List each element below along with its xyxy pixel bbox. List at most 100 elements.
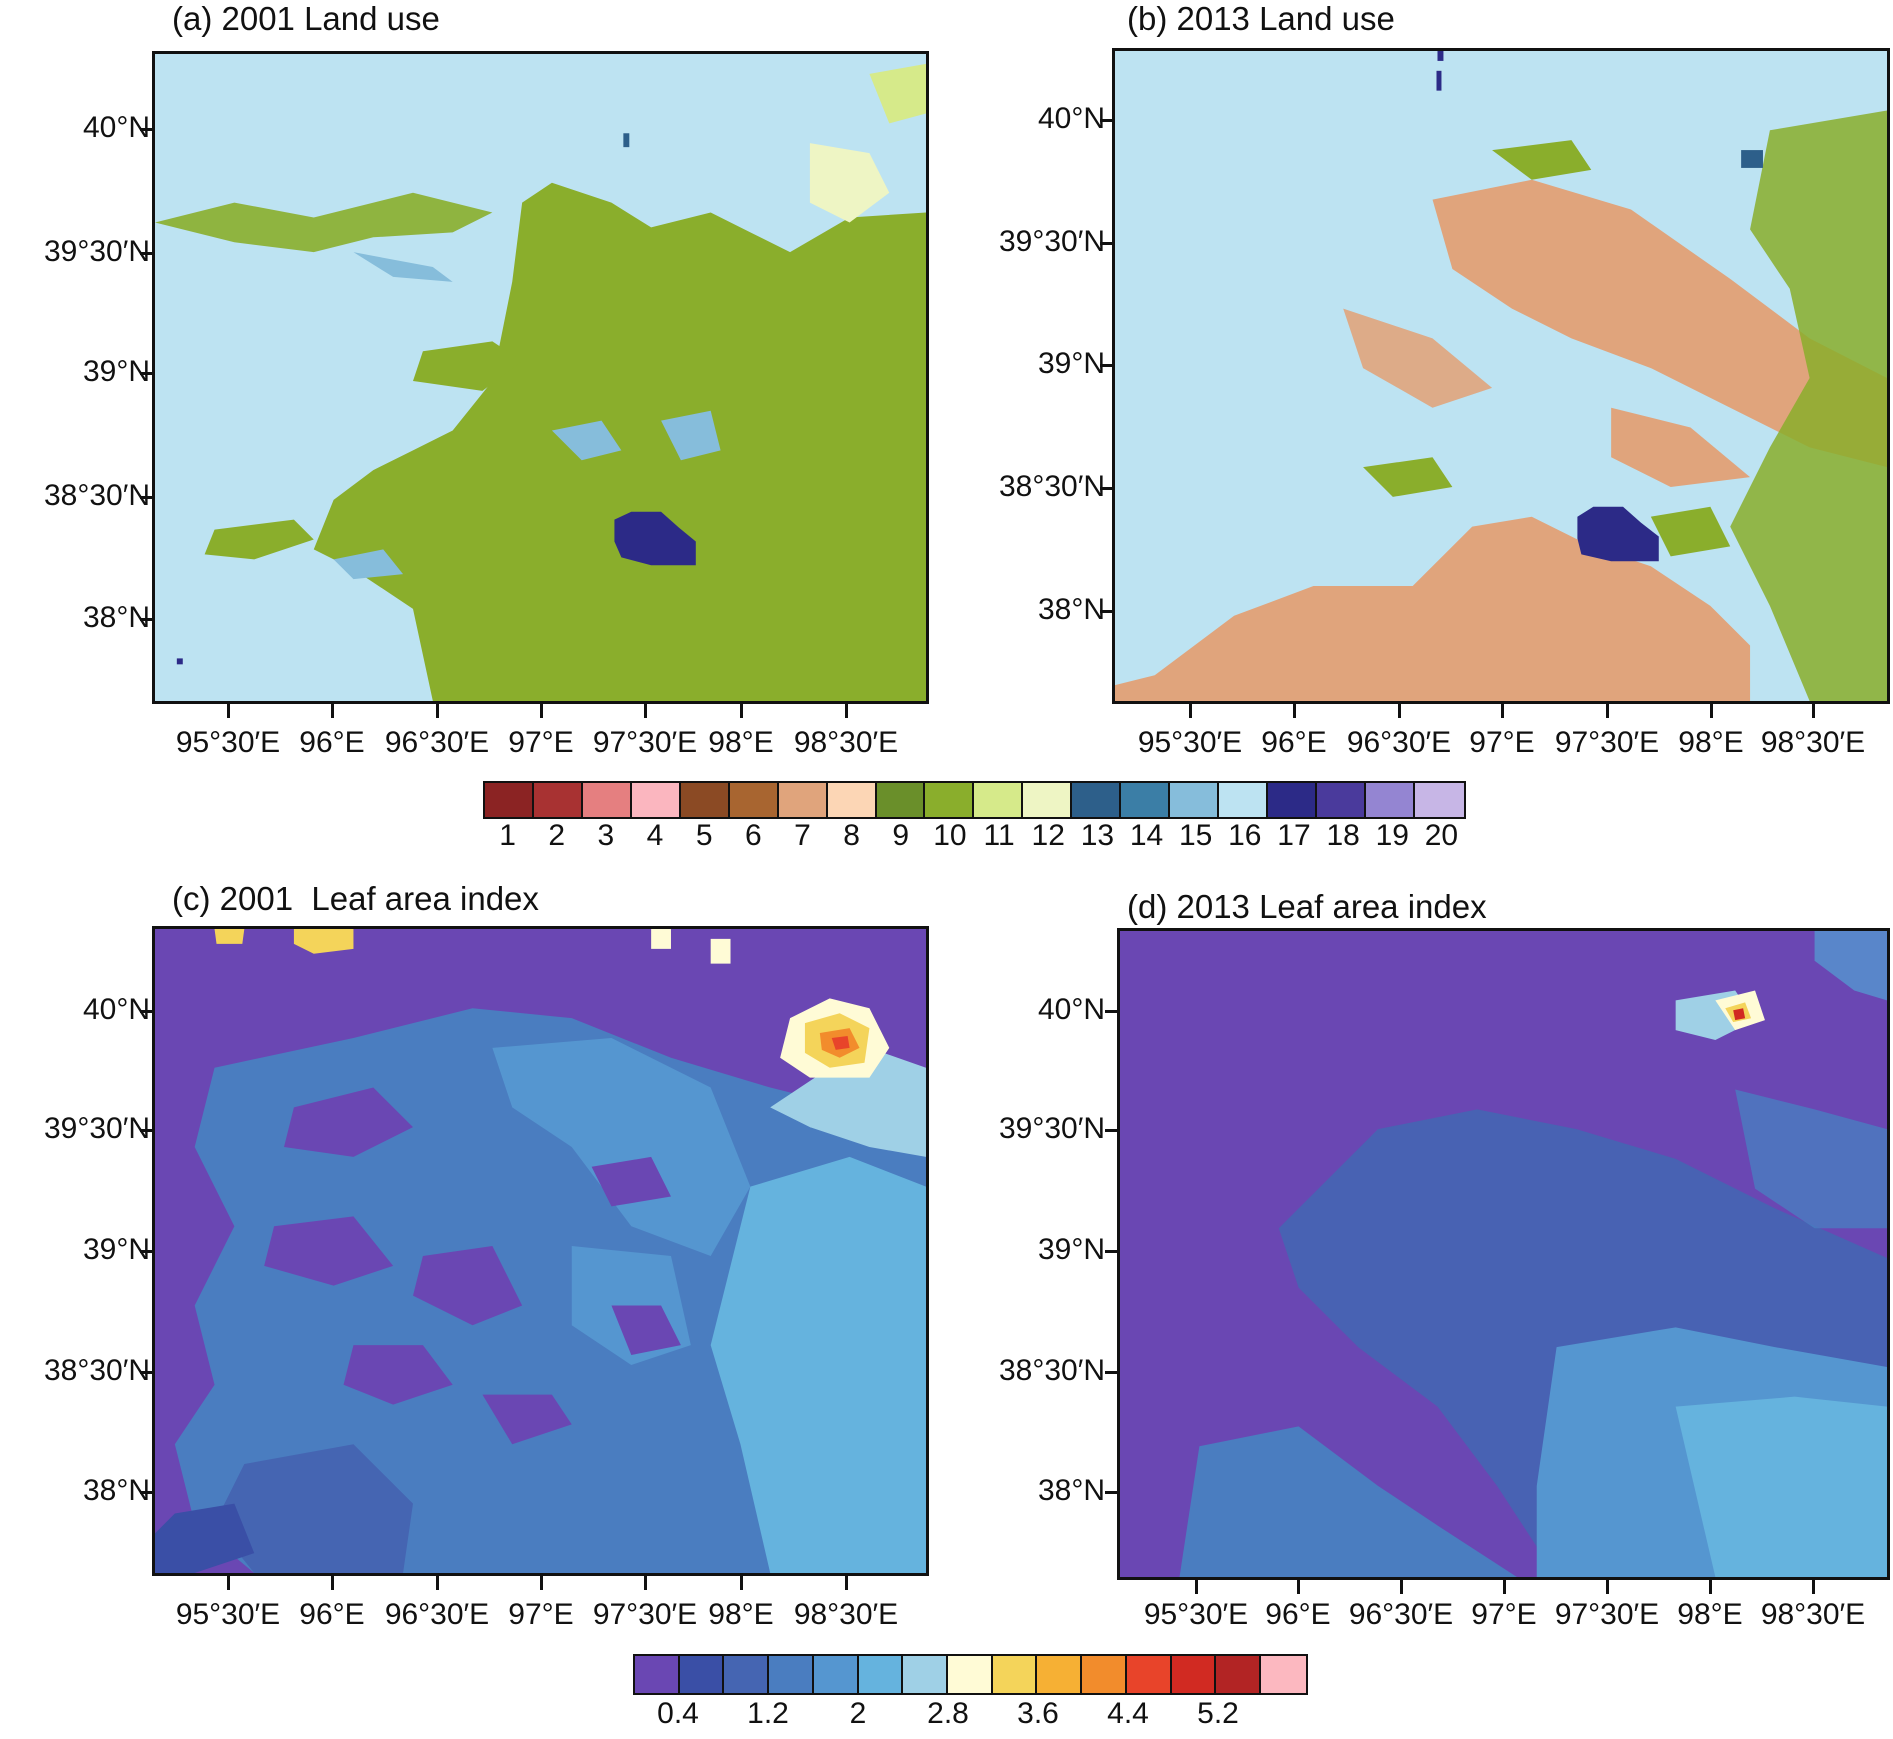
land-use-swatch-6 <box>729 783 779 817</box>
lai-swatch-5 <box>813 1656 859 1693</box>
tick <box>1105 1250 1119 1253</box>
lat-label-a-40: 40°N <box>82 111 150 144</box>
lai-swatch-11 <box>1082 1656 1127 1693</box>
land-use-colorbar-label: 19 <box>1375 819 1409 852</box>
lai-colorbar-label: 0.4 <box>657 1697 699 1730</box>
land-use-colorbar-label: 2 <box>548 819 566 852</box>
tick <box>1100 610 1114 613</box>
lon-label-b-97: 97°E <box>1469 726 1535 759</box>
tick <box>1606 704 1609 718</box>
land-use-colorbar-label: 3 <box>597 819 615 852</box>
tick <box>1100 242 1114 245</box>
land-use-colorbar-label: 15 <box>1178 819 1213 852</box>
tick <box>845 704 848 718</box>
lon-label-c-97: 97°E <box>508 1598 574 1631</box>
lon-label-a-97-30: 97°30′E <box>592 726 698 759</box>
lon-label-d-95-30: 95°30′E <box>1143 1598 1249 1631</box>
lon-label-b-97-30: 97°30′E <box>1554 726 1660 759</box>
lat-label-b-38: 38°N <box>1037 593 1105 626</box>
map-a-2001-land-use <box>152 51 929 704</box>
panel-d-title: (d) 2013 Leaf area index <box>1127 888 1487 925</box>
lai-swatch-9 <box>992 1656 1038 1693</box>
land-use-swatch-17 <box>1268 783 1317 817</box>
lai-swatch-8 <box>948 1656 993 1693</box>
tick <box>1195 1580 1198 1594</box>
lon-label-b-98-30: 98°30′E <box>1760 726 1866 759</box>
land-use-swatch-5 <box>680 783 730 817</box>
land-use-colorbar-label: 5 <box>695 819 713 852</box>
tick <box>140 496 154 499</box>
lai-swatch-10 <box>1037 1656 1083 1693</box>
lat-label-d-40: 40°N <box>1037 993 1105 1026</box>
lai-swatch-14 <box>1216 1656 1262 1693</box>
lat-label-b-39-30: 39°30′N <box>998 225 1105 258</box>
lon-label-b-95-30: 95°30′E <box>1137 726 1243 759</box>
tick <box>1812 704 1815 718</box>
lon-label-d-98-30: 98°30′E <box>1760 1598 1866 1631</box>
tick <box>140 1371 154 1374</box>
tick <box>1812 1580 1815 1594</box>
land-use-colorbar-label: 4 <box>646 819 664 852</box>
tick <box>1400 1580 1403 1594</box>
tick <box>227 704 230 718</box>
lat-label-d-38-30: 38°30′N <box>998 1354 1105 1387</box>
tick <box>1398 704 1401 718</box>
tick <box>1100 364 1114 367</box>
panel-c-title: (c) 2001 Leaf area index <box>172 880 539 917</box>
lai-swatch-1 <box>635 1656 680 1693</box>
tick <box>331 1576 334 1590</box>
lon-label-a-98-30: 98°30′E <box>793 726 899 759</box>
lat-label-c-38-30: 38°30′N <box>43 1354 150 1387</box>
tick <box>140 1250 154 1253</box>
lat-label-d-39: 39°N <box>1037 1233 1105 1266</box>
land-use-colorbar-label: 9 <box>892 819 910 852</box>
lai-colorbar-label: 1.2 <box>747 1697 789 1730</box>
land-use-colorbar-label: 8 <box>843 819 860 852</box>
lat-label-a-39: 39°N <box>82 355 150 388</box>
tick <box>436 704 439 718</box>
land-use-swatch-1 <box>485 783 534 817</box>
tick <box>1710 704 1713 718</box>
land-use-colorbar-label: 16 <box>1228 819 1262 852</box>
lat-label-c-39: 39°N <box>82 1233 150 1266</box>
land-use-swatch-14 <box>1121 783 1171 817</box>
tick <box>227 1576 230 1590</box>
tick <box>540 1576 543 1590</box>
lon-label-c-97-30: 97°30′E <box>592 1598 698 1631</box>
land-use-swatch-11 <box>974 783 1024 817</box>
lai-colorbar-label: 2 <box>849 1697 867 1730</box>
tick <box>1105 1010 1119 1013</box>
tick <box>1100 487 1114 490</box>
lon-label-a-96-30: 96°30′E <box>384 726 490 759</box>
tick <box>1709 1580 1712 1594</box>
lon-label-d-98: 98°E <box>1677 1598 1743 1631</box>
map-d-2013-leaf-area-index <box>1117 928 1890 1580</box>
land-use-swatch-4 <box>631 783 681 817</box>
lai-swatch-7 <box>903 1656 949 1693</box>
lon-label-d-97: 97°E <box>1471 1598 1537 1631</box>
lon-label-d-96-30: 96°30′E <box>1348 1598 1454 1631</box>
land-use-swatch-19 <box>1365 783 1415 817</box>
lon-label-d-97-30: 97°30′E <box>1554 1598 1660 1631</box>
land-use-colorbar-label: 7 <box>794 819 811 852</box>
land-use-colorbar-label: 20 <box>1424 819 1459 852</box>
leaf-area-index-colorbar <box>633 1654 1308 1695</box>
land-use-swatch-8 <box>827 783 877 817</box>
tick <box>1293 704 1296 718</box>
lat-label-b-39: 39°N <box>1037 347 1105 380</box>
tick <box>140 1129 154 1132</box>
panel-a-title: (a) 2001 Land use <box>172 0 440 37</box>
land-use-swatch-9 <box>876 783 926 817</box>
tick <box>1105 1371 1119 1374</box>
tick <box>140 1491 154 1494</box>
lai-swatch-6 <box>858 1656 904 1693</box>
tick <box>1100 119 1114 122</box>
lon-label-a-98: 98°E <box>708 726 774 759</box>
lon-label-c-96-30: 96°30′E <box>384 1598 490 1631</box>
lon-label-d-96: 96°E <box>1265 1598 1331 1631</box>
tick <box>1606 1580 1609 1594</box>
map-c-2001-leaf-area-index <box>152 926 929 1576</box>
lat-label-c-40: 40°N <box>82 993 150 1026</box>
lon-label-c-98-30: 98°30′E <box>793 1598 899 1631</box>
tick <box>1105 1129 1119 1132</box>
